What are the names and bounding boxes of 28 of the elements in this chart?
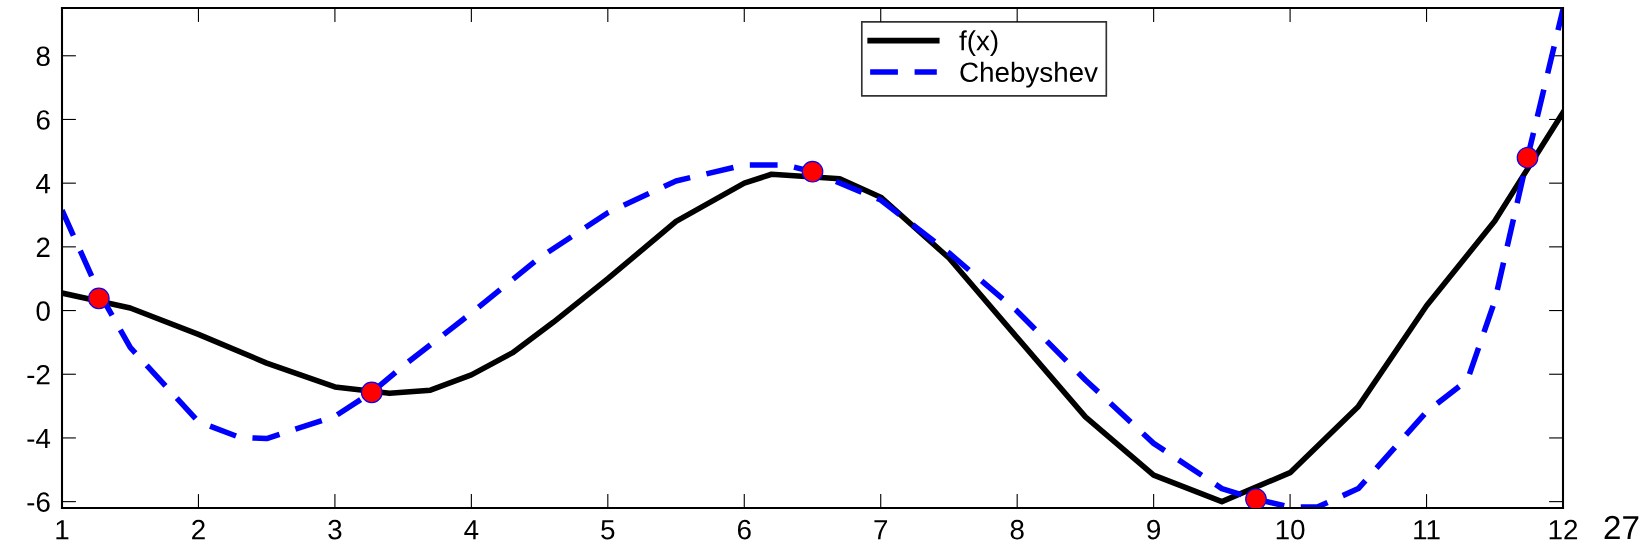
x-tick-label: 8 — [1010, 519, 1024, 540]
text: 27 — [1604, 515, 1639, 540]
x-tick-label: 9 — [1147, 519, 1161, 540]
x-tick-label: 12 — [1549, 519, 1578, 540]
x-tick-label: 10 — [1276, 519, 1305, 540]
point — [1516, 146, 1539, 169]
y-tick-label: -4 — [27, 428, 51, 448]
x-tick-label: 6 — [737, 519, 751, 540]
point — [1245, 488, 1267, 508]
point — [360, 381, 383, 404]
legend-label: Chebyshev — [960, 61, 1098, 88]
x-tick-label: 1 — [56, 520, 69, 540]
point — [801, 160, 824, 183]
y-tick-label: 0 — [36, 301, 50, 321]
y-tick-label: 4 — [36, 174, 51, 194]
point — [87, 287, 110, 310]
x-tick-label: 2 — [192, 519, 205, 540]
y-tick-label: -2 — [27, 364, 50, 385]
x-tick-label: 11 — [1414, 520, 1440, 540]
y-tick-label: 2 — [36, 237, 50, 257]
x-tick-label: 5 — [601, 520, 615, 540]
x-tick-label: 3 — [328, 519, 342, 540]
y-tick-label: 8 — [36, 46, 50, 67]
y-tick-label: -6 — [27, 492, 50, 512]
x-tick-label: 7 — [874, 520, 888, 540]
y-tick-label: 6 — [36, 110, 50, 130]
legend-label: f(x) — [959, 30, 998, 57]
x-tick-label: 4 — [464, 520, 479, 540]
